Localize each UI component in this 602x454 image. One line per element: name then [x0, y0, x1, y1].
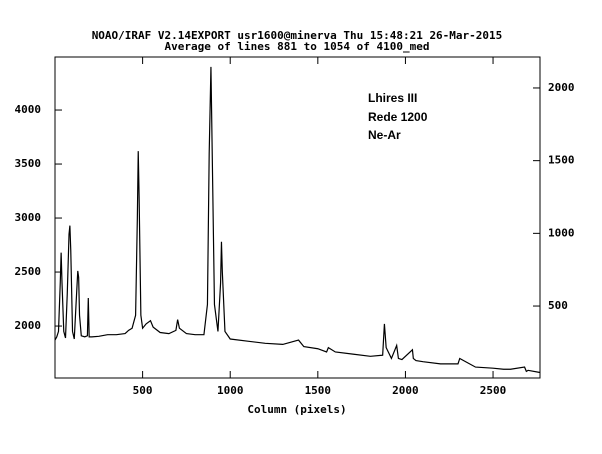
- x-tick-label: 500: [133, 384, 153, 397]
- chart-subtitle: Average of lines 881 to 1054 of 4100_med: [165, 40, 430, 53]
- plot-frame: [54, 56, 541, 379]
- y-tick-label: 2000: [15, 319, 42, 332]
- x-axis-label: Column (pixels): [247, 403, 346, 416]
- y2-tick-label: 500: [548, 299, 568, 312]
- x-tick-label: 2500: [480, 384, 507, 397]
- y2-tick-label: 1000: [548, 226, 575, 239]
- spectrum-line: [54, 66, 541, 374]
- annotation: Rede 1200: [368, 110, 428, 124]
- x-tick-label: 2000: [392, 384, 419, 397]
- y-tick-label: 4000: [15, 103, 42, 116]
- annotation: Lhires III: [368, 91, 417, 105]
- x-tick-label: 1000: [217, 384, 244, 397]
- y2-tick-label: 1500: [548, 154, 575, 167]
- y-tick-label: 3000: [15, 211, 42, 224]
- chart-title: NOAO/IRAF V2.14EXPORT usr1600@minerva Th…: [92, 29, 503, 42]
- y2-tick-label: 2000: [548, 81, 575, 94]
- x-tick-label: 1500: [305, 384, 332, 397]
- annotation: Ne-Ar: [368, 128, 401, 142]
- y-tick-label: 3500: [15, 157, 42, 170]
- y-tick-label: 2500: [15, 265, 42, 278]
